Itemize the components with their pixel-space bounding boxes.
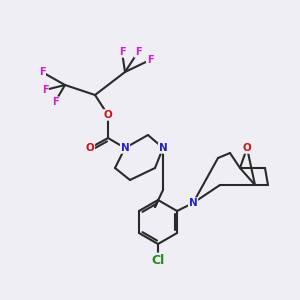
Text: O: O	[85, 143, 94, 153]
Text: N: N	[159, 143, 167, 153]
Text: Cl: Cl	[152, 254, 165, 266]
Text: F: F	[147, 55, 153, 65]
Text: F: F	[42, 85, 48, 95]
Text: F: F	[135, 47, 141, 57]
Text: O: O	[243, 143, 251, 153]
Text: F: F	[52, 97, 58, 107]
Text: F: F	[119, 47, 125, 57]
Text: N: N	[121, 143, 129, 153]
Text: O: O	[103, 110, 112, 120]
Text: F: F	[39, 67, 45, 77]
Text: N: N	[189, 198, 197, 208]
